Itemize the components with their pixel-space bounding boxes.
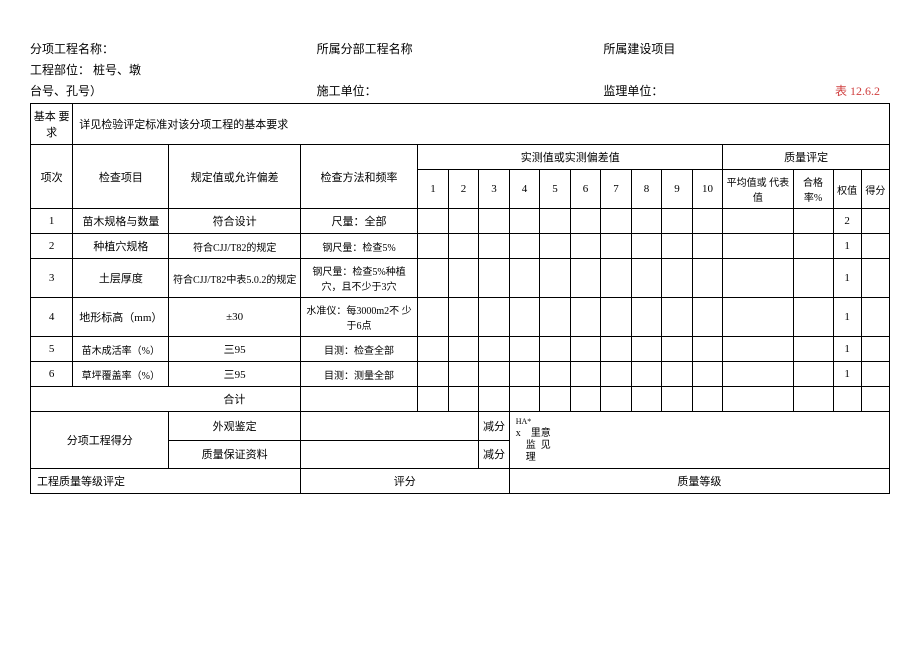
section-name-label: 所属分部工程名称 <box>317 40 604 57</box>
footer-row-3: 工程质量等级评定 评分 质量等级 <box>31 469 890 494</box>
cell-spec: 符合CJJ/T82的规定 <box>169 234 300 259</box>
data-row: 1 苗木规格与数量 符合设计 尺量：全部 2 <box>31 209 890 234</box>
cell-no: 1 <box>31 209 73 234</box>
deduct-label-2: 减分 <box>479 440 510 469</box>
header-group-row: 项次 检查项目 规定值或允许偏差 检查方法和频率 实测值或实测偏差值 质量评定 <box>31 145 890 170</box>
cell-spec: 符合CJJ/T82中表5.0.2的规定 <box>169 259 300 298</box>
col-score: 得分 <box>861 170 889 209</box>
cell-method: 钢尺量：检查5%种植穴，且不少于3穴 <box>300 259 417 298</box>
cell-no: 2 <box>31 234 73 259</box>
basic-req-label: 基本 要求 <box>31 104 73 145</box>
data-row: 2 种植穴规格 符合CJJ/T82的规定 钢尺量：检查5% 1 <box>31 234 890 259</box>
header-row-3: 台号、孔号） 施工单位： 监理单位： 表 12.6.2 <box>30 82 890 99</box>
cell-method: 目测：检查全部 <box>300 337 417 362</box>
qa-data-label: 质量保证资料 <box>169 440 300 469</box>
cell-item: 土层厚度 <box>73 259 169 298</box>
col-n6: 6 <box>570 170 601 209</box>
cell-method: 尺量：全部 <box>300 209 417 234</box>
inspection-table: 基本 要求 详见检验评定标准对该分项工程的基本要求 项次 检查项目 规定值或允许… <box>30 103 890 494</box>
col-avg: 平均值或 代表值 <box>723 170 793 209</box>
construction-project-label: 所属建设项目 <box>603 40 890 57</box>
col-method: 检查方法和频率 <box>300 145 417 209</box>
col-n4: 4 <box>509 170 540 209</box>
opinion-cell: HA*x 里意 监 见 理 <box>509 412 889 469</box>
deduct-label-1: 减分 <box>479 412 510 441</box>
col-n7: 7 <box>601 170 632 209</box>
supervisor-label: 监理单位： <box>603 82 835 99</box>
basic-req-row: 基本 要求 详见检验评定标准对该分项工程的基本要求 <box>31 104 890 145</box>
col-n9: 9 <box>662 170 693 209</box>
data-row: 4 地形标高（mm） ±30 水准仪：每3000m2不 少于6点 1 <box>31 298 890 337</box>
footer-row-1: 分项工程得分 外观鉴定 减分 HA*x 里意 监 见 理 <box>31 412 890 441</box>
cell-no: 4 <box>31 298 73 337</box>
header-row-1: 分项工程名称： 所属分部工程名称 所属建设项目 <box>30 40 890 57</box>
cell-spec: 三95 <box>169 362 300 387</box>
header-row-2: 工程部位： 桩号、墩 <box>30 61 890 78</box>
cell-item: 草坪覆盖率（%） <box>73 362 169 387</box>
col-n10: 10 <box>692 170 723 209</box>
grade-eval-label: 工程质量等级评定 <box>31 469 301 494</box>
contractor-label: 施工单位： <box>317 82 604 99</box>
col-pass-rate: 合格率% <box>793 170 833 209</box>
cell-no: 5 <box>31 337 73 362</box>
cell-item: 种植穴规格 <box>73 234 169 259</box>
cell-weight: 1 <box>833 362 861 387</box>
cell-method: 钢尺量：检查5% <box>300 234 417 259</box>
cell-weight: 1 <box>833 298 861 337</box>
location-label: 工程部位： 桩号、墩 <box>30 61 317 78</box>
quality-grade-label: 质量等级 <box>509 469 889 494</box>
appearance-label: 外观鉴定 <box>169 412 300 441</box>
cell-weight: 1 <box>833 259 861 298</box>
cell-no: 6 <box>31 362 73 387</box>
data-row: 6 草坪覆盖率（%） 三95 目测：测量全部 1 <box>31 362 890 387</box>
eval-score-label: 评分 <box>300 469 509 494</box>
cell-weight: 1 <box>833 337 861 362</box>
col-n8: 8 <box>631 170 662 209</box>
data-row: 5 苗木成活率（%） 三95 目测：检查全部 1 <box>31 337 890 362</box>
col-n1: 1 <box>418 170 449 209</box>
col-weight: 权值 <box>833 170 861 209</box>
cell-spec: 符合设计 <box>169 209 300 234</box>
col-spec: 规定值或允许偏差 <box>169 145 300 209</box>
col-quality-group: 质量评定 <box>723 145 890 170</box>
total-label: 合计 <box>169 387 300 412</box>
total-row: 合计 <box>31 387 890 412</box>
cell-weight: 2 <box>833 209 861 234</box>
location-label2: 台号、孔号） <box>30 82 317 99</box>
col-n5: 5 <box>540 170 571 209</box>
data-row: 3 土层厚度 符合CJJ/T82中表5.0.2的规定 钢尺量：检查5%种植穴，且… <box>31 259 890 298</box>
cell-spec: ±30 <box>169 298 300 337</box>
cell-item: 苗木成活率（%） <box>73 337 169 362</box>
col-n3: 3 <box>479 170 510 209</box>
table-ref: 表 12.6.2 <box>835 82 890 99</box>
col-check-item: 检查项目 <box>73 145 169 209</box>
project-name-label: 分项工程名称： <box>30 40 317 57</box>
subitem-score-label: 分项工程得分 <box>31 412 169 469</box>
col-measured-group: 实测值或实测偏差值 <box>418 145 723 170</box>
cell-no: 3 <box>31 259 73 298</box>
cell-method: 目测：测量全部 <box>300 362 417 387</box>
cell-item: 苗木规格与数量 <box>73 209 169 234</box>
col-item-no: 项次 <box>31 145 73 209</box>
cell-weight: 1 <box>833 234 861 259</box>
col-n2: 2 <box>448 170 479 209</box>
basic-req-content: 详见检验评定标准对该分项工程的基本要求 <box>73 104 890 145</box>
cell-spec: 三95 <box>169 337 300 362</box>
cell-method: 水准仪：每3000m2不 少于6点 <box>300 298 417 337</box>
cell-item: 地形标高（mm） <box>73 298 169 337</box>
